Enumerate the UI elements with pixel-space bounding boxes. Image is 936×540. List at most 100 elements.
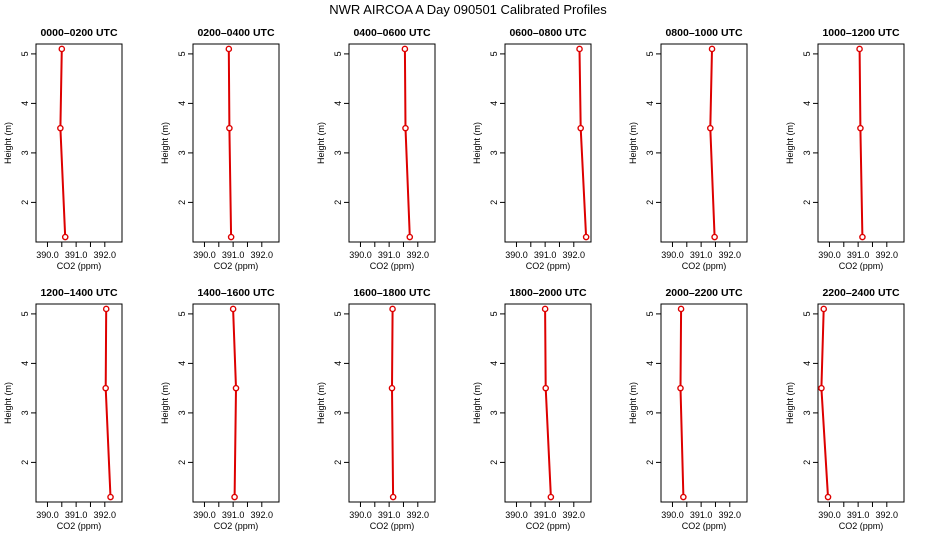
y-tick-label: 3 <box>333 150 343 155</box>
x-axis-label: CO2 (ppm) <box>214 521 259 531</box>
data-point <box>677 384 684 392</box>
panel-title: 1600–1800 UTC <box>353 287 430 299</box>
y-tick-label: 5 <box>645 311 655 316</box>
y-tick-label: 3 <box>489 150 499 155</box>
profile-line <box>390 308 395 498</box>
x-tick-label: 390.0 <box>661 510 684 520</box>
x-tick-label: 391.0 <box>378 250 401 260</box>
profile-line <box>403 48 411 238</box>
x-tick-label: 392.0 <box>407 510 430 520</box>
y-tick-label: 4 <box>802 361 812 366</box>
plot-frame <box>504 303 592 503</box>
y-axis-label: Height (m) <box>3 382 13 424</box>
x-tick-label: 391.0 <box>222 250 245 260</box>
y-tick-label: 5 <box>802 51 812 56</box>
y-tick-label: 2 <box>333 460 343 465</box>
data-point <box>227 233 235 241</box>
panel-title: 1800–2000 UTC <box>509 287 586 299</box>
panel-4: 0600–0800 UTC 390.0 391.0 392.0 2 3 4 5 CO2 (ppm… <box>472 27 592 271</box>
data-point <box>226 124 233 132</box>
profile-line <box>59 48 67 238</box>
data-point <box>824 493 832 501</box>
panel-title: 0200–0400 UTC <box>197 27 274 39</box>
profile-line <box>679 308 685 498</box>
x-tick-label: 392.0 <box>876 250 899 260</box>
panel-title: 2200–2400 UTC <box>822 287 899 299</box>
x-tick-label: 392.0 <box>719 250 742 260</box>
x-tick-label: 391.0 <box>65 250 88 260</box>
x-axis-label: CO2 (ppm) <box>839 261 884 271</box>
panel-title: 0600–0800 UTC <box>509 27 586 39</box>
profile-line <box>227 48 233 238</box>
data-point <box>711 233 718 241</box>
x-tick-label: 390.0 <box>349 510 372 520</box>
x-tick-label: 390.0 <box>349 250 372 260</box>
y-tick-label: 4 <box>489 101 499 106</box>
panel-3: 0400–0600 UTC 390.0 391.0 392.0 2 3 4 5 CO2 (ppm… <box>316 27 436 271</box>
y-axis-label: Height (m) <box>628 382 638 424</box>
data-point <box>402 124 409 132</box>
y-tick-label: 2 <box>645 460 655 465</box>
y-tick-label: 2 <box>645 200 655 205</box>
panel-9: 1600–1800 UTC 390.0 391.0 392.0 2 3 4 5 CO2 (ppm… <box>316 287 436 531</box>
data-point <box>61 233 69 241</box>
x-tick-label: 391.0 <box>534 250 557 260</box>
data-point <box>58 45 66 53</box>
data-point <box>388 384 396 392</box>
panel-title: 1000–1200 UTC <box>822 27 899 39</box>
x-tick-label: 390.0 <box>36 250 59 260</box>
x-tick-label: 392.0 <box>563 250 586 260</box>
y-tick-label: 4 <box>177 101 187 106</box>
panel-11: 2000–2200 UTC 390.0 391.0 392.0 2 3 4 5 CO2 (ppm… <box>628 287 748 531</box>
y-tick-label: 4 <box>20 101 30 106</box>
plot-frame <box>35 43 123 243</box>
panel-5: 0800–1000 UTC 390.0 391.0 392.0 2 3 4 5 CO2 (ppm… <box>628 27 748 271</box>
x-tick-label: 391.0 <box>690 250 713 260</box>
x-axis-label: CO2 (ppm) <box>682 261 727 271</box>
plot-frame <box>660 43 748 243</box>
y-axis-label: Height (m) <box>160 122 170 164</box>
plot-frame <box>35 303 123 503</box>
data-point <box>677 305 685 313</box>
y-tick-label: 3 <box>177 150 187 155</box>
x-tick-label: 392.0 <box>876 510 899 520</box>
panel-10: 1800–2000 UTC 390.0 391.0 392.0 2 3 4 5 CO2 (ppm… <box>472 287 592 531</box>
panel-title: 1400–1600 UTC <box>197 287 274 299</box>
data-point <box>389 305 396 313</box>
data-point <box>547 493 555 501</box>
y-tick-label: 5 <box>20 311 30 316</box>
y-tick-label: 3 <box>20 410 30 415</box>
y-tick-label: 2 <box>20 460 30 465</box>
data-point <box>225 45 233 53</box>
panel-2: 0200–0400 UTC 390.0 391.0 392.0 2 3 4 5 CO2 (ppm… <box>160 27 280 271</box>
data-point <box>582 233 590 241</box>
x-axis-label: CO2 (ppm) <box>57 261 102 271</box>
y-tick-label: 3 <box>20 150 30 155</box>
data-point <box>229 305 237 313</box>
panel-6: 1000–1200 UTC 390.0 391.0 392.0 2 3 4 5 CO2 (ppm… <box>785 27 905 271</box>
profile-line <box>544 308 552 498</box>
x-axis-label: CO2 (ppm) <box>526 521 571 531</box>
y-tick-label: 2 <box>802 200 812 205</box>
main-title: NWR AIRCOA A Day 090501 Calibrated Profi… <box>329 2 607 17</box>
data-point <box>57 124 64 132</box>
y-axis-label: Height (m) <box>628 122 638 164</box>
y-tick-label: 4 <box>645 101 655 106</box>
x-tick-label: 391.0 <box>65 510 88 520</box>
y-tick-label: 2 <box>489 460 499 465</box>
data-point <box>401 45 409 53</box>
panel-8: 1400–1600 UTC 390.0 391.0 392.0 2 3 4 5 CO2 (ppm… <box>160 287 280 531</box>
x-tick-label: 391.0 <box>690 510 713 520</box>
y-axis-label: Height (m) <box>472 382 482 424</box>
y-tick-label: 3 <box>177 410 187 415</box>
y-tick-label: 2 <box>489 200 499 205</box>
x-axis-label: CO2 (ppm) <box>370 261 415 271</box>
y-tick-label: 3 <box>802 150 812 155</box>
y-tick-label: 2 <box>177 200 187 205</box>
profile-line <box>104 308 112 498</box>
profile-line <box>820 308 829 498</box>
y-tick-label: 5 <box>802 311 812 316</box>
data-point <box>576 45 583 53</box>
profile-line <box>232 308 238 498</box>
